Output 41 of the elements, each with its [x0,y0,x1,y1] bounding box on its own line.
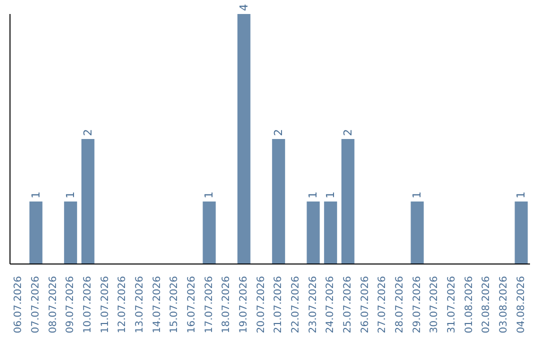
data-label: 1 [29,192,42,198]
x-tick-label: 11.07.2026 [100,276,111,334]
data-label: 1 [64,192,78,198]
x-tick-label: 14.07.2026 [152,276,163,334]
data-label: 2 [341,129,354,136]
x-tick-label: 26.07.2026 [360,276,371,334]
x-tick-label: 25.07.2026 [342,276,354,334]
x-tick-label: 29.07.2026 [412,276,423,334]
x-tick-label: 06.07.2026 [13,276,24,334]
data-label: 2 [272,129,286,136]
data-label: 1 [324,192,338,198]
x-tick-label: 21.07.2026 [273,276,284,334]
data-label: 4 [237,4,250,11]
x-tick-label: 08.07.2026 [48,276,59,334]
x-tick-label: 01.08.2026 [464,276,475,334]
x-tick-label: 10.07.2026 [82,276,94,334]
x-tick-label: 28.07.2026 [394,276,406,334]
data-label: 1 [410,192,424,198]
x-tick-label: 19.07.2026 [238,276,250,334]
x-tick-label: 24.07.2026 [325,276,336,334]
data-label: 1 [306,192,320,198]
x-tick-label: 27.07.2026 [377,276,388,334]
x-tick-label: 22.07.2026 [290,276,302,334]
x-tick-label: 16.07.2026 [186,276,198,334]
x-tick-label: 30.07.2026 [429,276,440,334]
x-tick-label: 12.07.2026 [117,276,128,334]
x-tick-label: 18.07.2026 [221,276,232,334]
data-label: 1 [514,192,528,198]
x-tick-label: 15.07.2026 [169,276,180,334]
data-label: 1 [202,192,216,198]
x-tick-label: 17.07.2026 [204,276,215,334]
data-label: 2 [81,129,94,136]
x-tick-label: 09.07.2026 [65,276,76,334]
x-tick-label: 13.07.2026 [134,276,146,334]
x-tick-label: 02.08.2026 [481,276,492,334]
x-tick-label: 07.07.2026 [30,276,42,334]
x-tick-label: 31.07.2026 [446,276,458,334]
x-tick-label: 20.07.2026 [256,276,267,334]
x-tick-label: 03.08.2026 [498,276,510,334]
x-tick-label: 23.07.2026 [308,276,319,334]
x-tick-label: 04.08.2026 [516,276,527,334]
